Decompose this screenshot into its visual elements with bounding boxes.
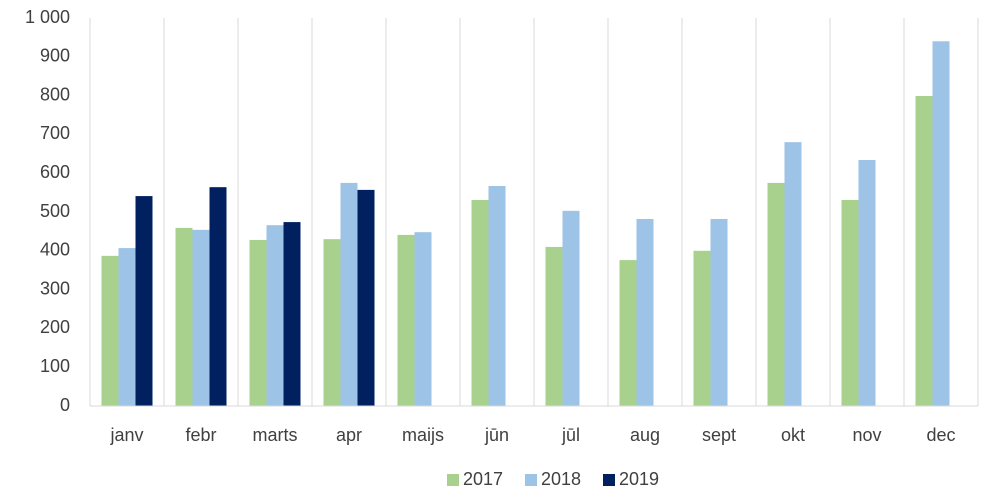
x-tick-label: dec xyxy=(926,425,955,445)
bar xyxy=(471,199,489,406)
bar xyxy=(636,218,654,406)
bar xyxy=(545,246,563,406)
x-tick-label: apr xyxy=(336,425,362,445)
bar xyxy=(710,218,728,406)
x-tick-label: aug xyxy=(630,425,660,445)
y-tick-label: 700 xyxy=(40,123,70,143)
bar xyxy=(841,199,859,406)
bar xyxy=(784,142,802,406)
y-tick-label: 200 xyxy=(40,317,70,337)
legend-swatch xyxy=(603,474,615,486)
bar xyxy=(915,95,933,406)
y-tick-label: 1 000 xyxy=(25,7,70,27)
x-tick-label: nov xyxy=(852,425,881,445)
x-tick-label: maijs xyxy=(402,425,444,445)
x-tick-label: marts xyxy=(253,425,298,445)
x-tick-label: okt xyxy=(781,425,805,445)
legend-swatch xyxy=(525,474,537,486)
bar xyxy=(357,189,375,406)
bar xyxy=(619,260,637,406)
bar xyxy=(414,232,432,406)
x-tick-label: sept xyxy=(702,425,736,445)
bar xyxy=(562,210,580,406)
bar xyxy=(932,41,950,406)
y-tick-label: 600 xyxy=(40,162,70,182)
bar xyxy=(767,182,785,406)
bar xyxy=(340,182,358,406)
bar xyxy=(858,160,876,406)
legend-swatch xyxy=(447,474,459,486)
bar xyxy=(323,239,341,406)
legend-label: 2019 xyxy=(619,469,659,489)
bar xyxy=(135,196,153,406)
y-tick-label: 0 xyxy=(60,395,70,415)
bar xyxy=(397,234,415,406)
bar xyxy=(266,225,284,406)
y-tick-label: 400 xyxy=(40,240,70,260)
legend-label: 2017 xyxy=(463,469,503,489)
y-tick-label: 800 xyxy=(40,84,70,104)
x-tick-label: jūl xyxy=(561,425,580,445)
bar xyxy=(488,186,506,406)
bar xyxy=(283,222,301,406)
bar xyxy=(118,248,136,406)
legend-label: 2018 xyxy=(541,469,581,489)
y-tick-label: 500 xyxy=(40,201,70,221)
x-tick-label: jūn xyxy=(484,425,509,445)
bar xyxy=(192,229,210,406)
bar xyxy=(175,227,193,406)
bar xyxy=(693,250,711,406)
y-tick-label: 900 xyxy=(40,46,70,66)
bar xyxy=(209,187,227,406)
x-tick-label: janv xyxy=(109,425,143,445)
bar xyxy=(249,239,267,406)
y-tick-label: 100 xyxy=(40,356,70,376)
x-tick-label: febr xyxy=(185,425,216,445)
y-tick-label: 300 xyxy=(40,278,70,298)
bar xyxy=(101,255,119,406)
